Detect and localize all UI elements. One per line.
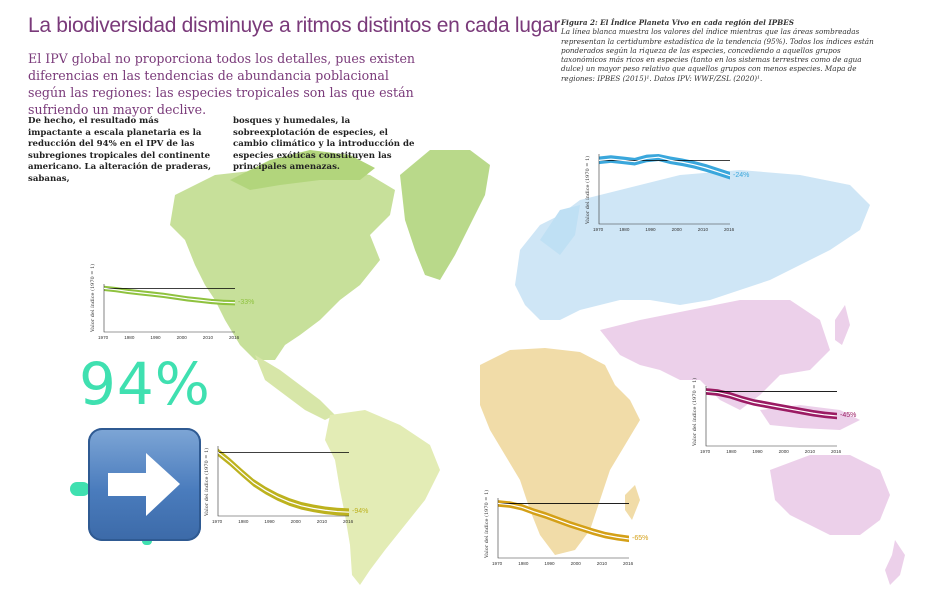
chart-tick-label: 1990 (150, 335, 161, 340)
figure-label: Figura 2: El Índice Planeta Vivo en cada… (561, 18, 794, 27)
figure-caption-text: La línea blanca muestra los valores del … (561, 27, 874, 83)
chart-ylabel: Valor del índice (1970 = 1) (585, 155, 591, 224)
north-america-region (170, 160, 395, 360)
green-dot-marker (142, 537, 152, 545)
africa-region (480, 348, 640, 555)
chart-band-latin-america (218, 448, 349, 516)
right-arrow-icon (108, 453, 180, 516)
chart-latin-america: 1970 1980 1990 2000 2010 2016 Valor del índice… (202, 440, 377, 530)
page-title: La biodiversidad disminuye a ritmos dist… (28, 14, 561, 37)
chart-tick-label: 1970 (212, 519, 223, 524)
chart-tick-label: 1970 (98, 335, 109, 340)
chart-tick-label: 2016 (343, 519, 354, 524)
chart-tick-label: 2010 (316, 519, 328, 524)
chart-plot-north-america (103, 284, 236, 333)
chart-plot-europe-central-asia (598, 154, 731, 225)
central-america-region (255, 355, 335, 420)
chart-line-north-america (103, 287, 236, 304)
chart-tick-label: 2000 (290, 519, 301, 524)
chart-tick-label: 2010 (697, 227, 709, 232)
chart-tick-label: 2000 (176, 335, 187, 340)
chart-europe-central-asia: 1970 1980 1990 2000 2010 2016 Valor del índice… (583, 148, 758, 238)
page-subtitle: El IPV global no proporciona todos los d… (28, 51, 416, 117)
chart-plot-asia-pacific (705, 386, 838, 447)
body-text-col1: De hecho, el resultado más impactante a … (28, 116, 211, 184)
chart-ylabel: Valor del índice (1970 = 1) (90, 263, 96, 332)
highlight-94-percent: 94% (79, 350, 211, 418)
chart-plot-latin-america (217, 446, 350, 517)
chart-tick-label: 2016 (229, 335, 240, 340)
chart-tick-label: 1980 (124, 335, 135, 340)
chart-pct-label: -94% (352, 508, 369, 516)
chart-tick-label: 2000 (671, 227, 682, 232)
chart-pct-label: -24% (733, 171, 750, 179)
chart-tick-label: 1980 (619, 227, 630, 232)
green-marker (70, 482, 90, 496)
chart-tick-label: 2016 (724, 227, 735, 232)
chart-line-latin-america (217, 451, 350, 513)
chart-line-asia-pacific (705, 390, 838, 417)
chart-pct-label: -45% (840, 412, 857, 419)
chart-line-africa (497, 502, 630, 540)
japan-region (835, 305, 850, 345)
asia-region (600, 300, 830, 410)
chart-tick-label: 2010 (804, 449, 816, 454)
chart-tick-label: 2010 (202, 335, 214, 340)
chart-north-america: 1970 1980 1990 2000 2010 2016 Valor del índice… (88, 264, 263, 346)
chart-tick-label: 1980 (518, 561, 529, 566)
chart-band-asia-pacific (706, 388, 837, 420)
chart-tick-label: 1970 (700, 449, 711, 454)
body-text-col2: bosques y humedales, la sobreexplotación… (233, 116, 415, 172)
chart-pct-label: -65% (632, 534, 649, 542)
chart-axes-africa (497, 498, 629, 559)
chart-ylabel: Valor del índice (1970 = 1) (484, 489, 490, 558)
chart-line-europe-central-asia (598, 156, 731, 177)
chart-tick-label: 1980 (726, 449, 737, 454)
chart-ylabel: Valor del índice (1970 = 1) (692, 377, 698, 446)
chart-tick-label: 2016 (623, 561, 634, 566)
chart-tick-label: 1990 (544, 561, 555, 566)
chart-ylabel: Valor del índice (1970 = 1) (204, 447, 210, 516)
new-zealand-region (885, 540, 905, 585)
chart-tick-label: 1970 (492, 561, 503, 566)
chart-tick-label: 2000 (778, 449, 789, 454)
chart-plot-africa (497, 498, 630, 559)
figure-caption: Figura 2: El Índice Planeta Vivo en cada… (561, 18, 886, 83)
chart-axes-asia-pacific (705, 386, 837, 447)
chart-tick-label: 1990 (645, 227, 656, 232)
madagascar-region (625, 485, 640, 520)
chart-band-europe-central-asia (599, 154, 730, 180)
chart-asia-pacific: 1970 1980 1990 2000 2010 2016 Valor del índice… (690, 377, 865, 460)
chart-tick-label: 2000 (570, 561, 581, 566)
scandinavia-region (540, 205, 580, 255)
australia-region (770, 455, 890, 535)
europe-central-asia-region (515, 170, 870, 320)
canada-arctic-region (230, 150, 375, 190)
chart-axes-north-america (103, 284, 235, 333)
chart-axes-europe-central-asia (598, 154, 730, 225)
chart-tick-label: 1990 (752, 449, 763, 454)
chart-tick-label: 2010 (596, 561, 608, 566)
chart-tick-label: 2016 (831, 449, 842, 454)
greenland-region (400, 150, 490, 280)
chart-pct-label: -33% (238, 298, 255, 306)
chart-tick-label: 1970 (593, 227, 604, 232)
chart-tick-label: 1980 (238, 519, 249, 524)
next-arrow-button[interactable] (88, 428, 201, 541)
south-america-region (325, 410, 440, 585)
chart-axes-latin-america (217, 446, 349, 517)
chart-tick-label: 1990 (264, 519, 275, 524)
chart-africa: 1970 1980 1990 2000 2010 2016 Valor del índice… (482, 489, 657, 572)
